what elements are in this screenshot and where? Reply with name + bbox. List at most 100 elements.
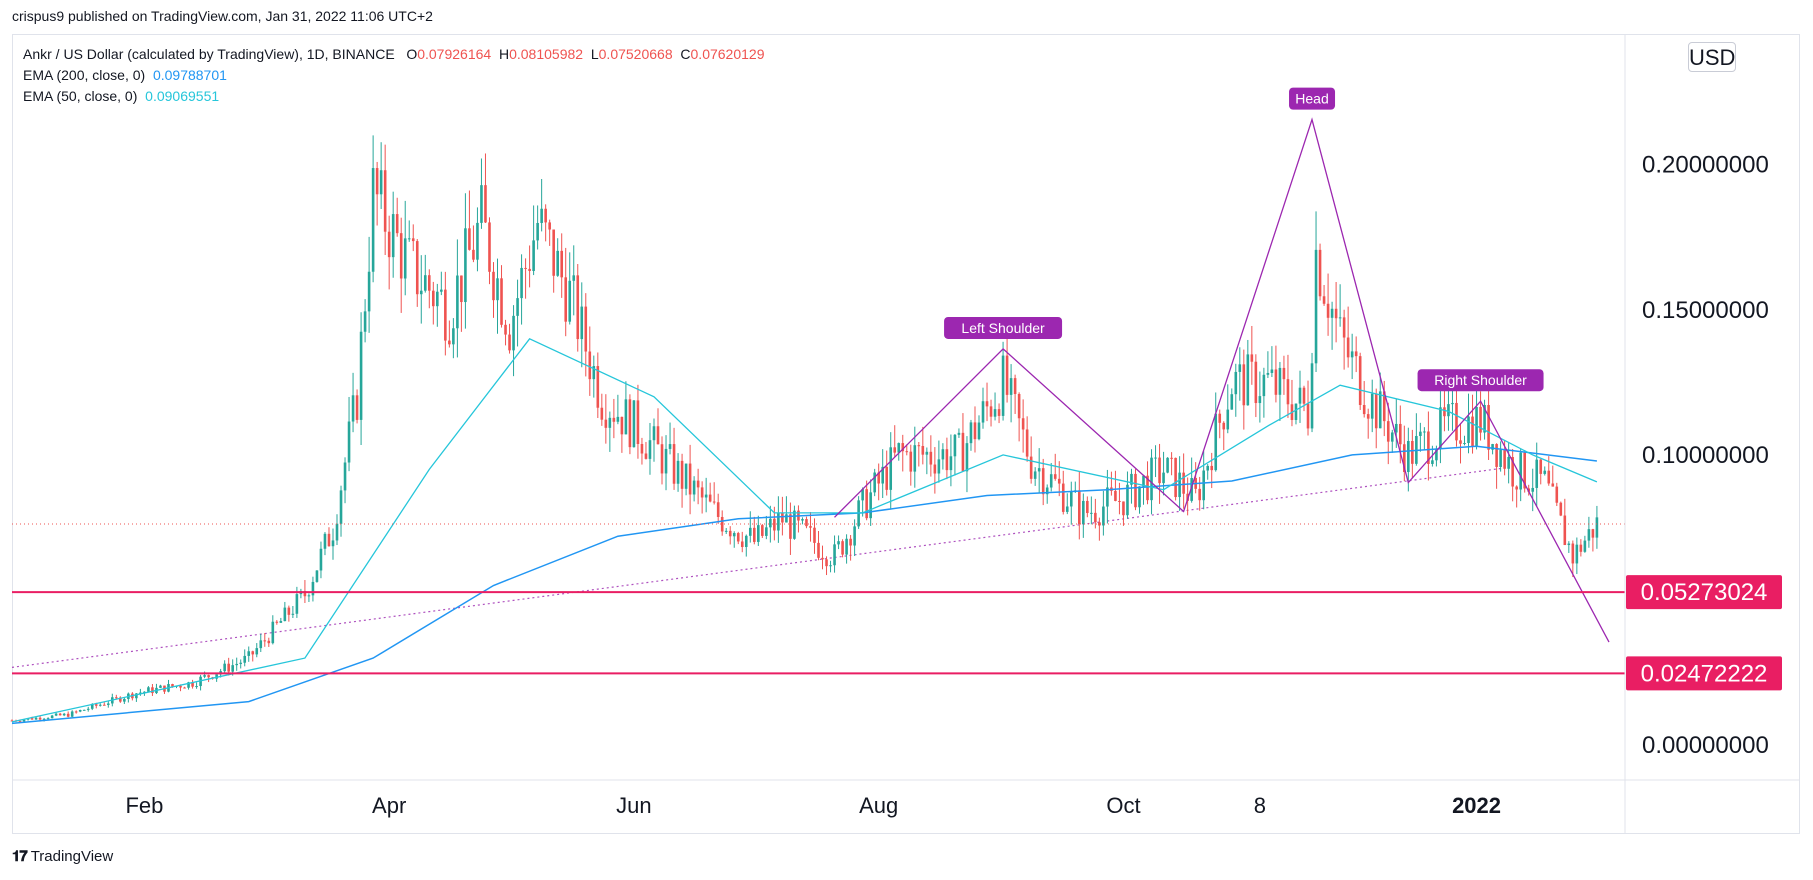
candle-body — [1142, 475, 1145, 487]
candle-body — [973, 422, 977, 440]
candle-body — [520, 267, 523, 299]
candle-body — [889, 447, 893, 490]
close-value: 0.07620129 — [690, 46, 765, 62]
candle-body — [476, 222, 479, 260]
candle-body — [825, 559, 828, 567]
candle-body — [227, 663, 230, 672]
candle-body — [865, 489, 868, 519]
candle-body — [1262, 374, 1266, 397]
candle-body — [444, 289, 447, 341]
candle-body — [1162, 472, 1165, 484]
candle-body — [331, 540, 335, 547]
candle-body — [74, 711, 78, 713]
publish-caption: crispus9 published on TradingView.com, J… — [12, 8, 433, 24]
candle-body — [1423, 431, 1426, 433]
candle-body — [753, 527, 756, 542]
candle-body — [46, 718, 50, 720]
candle-body — [1138, 486, 1141, 508]
candle-body — [115, 697, 118, 699]
candle-body — [660, 444, 664, 474]
candle-body — [1567, 543, 1571, 546]
candle-body — [62, 713, 66, 716]
candle-body — [1487, 405, 1490, 450]
candle-body — [239, 662, 243, 664]
ema50-label: EMA (50, close, 0) — [23, 88, 138, 104]
candle-body — [708, 494, 712, 502]
candle-body — [1330, 308, 1334, 318]
candle-body — [945, 449, 949, 471]
support-level-value: 0.05273024 — [1641, 579, 1768, 606]
candle-body — [548, 222, 551, 230]
candle-body — [259, 640, 263, 649]
candle-body — [1033, 471, 1037, 479]
candle-body — [1146, 475, 1149, 501]
candle-body — [143, 691, 146, 693]
candle-body — [1491, 444, 1494, 450]
x-tick-label: Aug — [859, 793, 898, 818]
candle-body — [303, 591, 307, 597]
candle-body — [1390, 432, 1394, 442]
candle-body — [1302, 387, 1306, 404]
candle-body — [460, 275, 463, 303]
candle-body — [1314, 249, 1318, 364]
candle-body — [1338, 317, 1342, 319]
y-tick-label: 0.00000000 — [1642, 732, 1769, 759]
candle-body — [231, 665, 234, 672]
candle-body — [30, 718, 34, 720]
candle-body — [1374, 393, 1378, 429]
candle-body — [1274, 369, 1278, 395]
candle-body — [1254, 361, 1258, 404]
annotation-label: Right Shoulder — [1434, 372, 1527, 388]
y-tick-label: 0.20000000 — [1642, 152, 1769, 179]
candle-body — [1118, 500, 1121, 502]
candle-body — [1005, 355, 1009, 395]
candle-body — [965, 443, 969, 472]
candle-body — [1346, 337, 1350, 358]
candle-body — [323, 533, 327, 549]
candle-body — [1130, 473, 1133, 485]
candle-body — [1543, 470, 1547, 474]
candle-body — [183, 687, 186, 689]
candle-body — [343, 462, 347, 491]
currency-button[interactable]: USD — [1688, 42, 1736, 72]
x-tick-label: Feb — [125, 793, 163, 818]
candle-body — [452, 328, 455, 345]
support-level-tag — [1626, 575, 1782, 610]
candle-body — [632, 400, 636, 448]
candle-body — [969, 422, 973, 444]
candle-body — [351, 395, 355, 422]
candle-body — [1250, 354, 1254, 362]
candle-body — [1563, 515, 1567, 546]
candle-body — [1579, 544, 1583, 552]
candle-body — [399, 233, 403, 279]
candle-body — [845, 538, 848, 555]
candle-body — [781, 513, 784, 523]
candle-body — [1202, 470, 1205, 501]
candle-body — [335, 523, 339, 541]
candle-body — [423, 275, 427, 291]
candle-body — [187, 682, 190, 688]
candle-body — [18, 721, 22, 723]
candle-body — [1310, 363, 1314, 429]
candle-body — [552, 229, 555, 276]
candle-body — [1214, 413, 1218, 471]
candle-body — [215, 674, 218, 679]
candle-body — [728, 530, 732, 537]
candle-body — [1583, 540, 1587, 552]
candle-body — [456, 275, 459, 329]
candle-body — [1386, 421, 1390, 442]
candle-body — [1061, 483, 1065, 512]
candle-body — [1270, 369, 1274, 373]
y-tick-label: 0.10000000 — [1642, 442, 1769, 469]
candle-body — [436, 291, 439, 307]
candle-body — [480, 185, 483, 223]
candle-body — [1547, 470, 1551, 484]
candle-body — [279, 621, 283, 623]
ema200-value: 0.09788701 — [152, 67, 227, 83]
candle-body — [1001, 355, 1005, 416]
candle-body — [736, 533, 740, 542]
candle-body — [271, 621, 275, 644]
candle-body — [720, 516, 724, 532]
candle-body — [1282, 367, 1286, 380]
